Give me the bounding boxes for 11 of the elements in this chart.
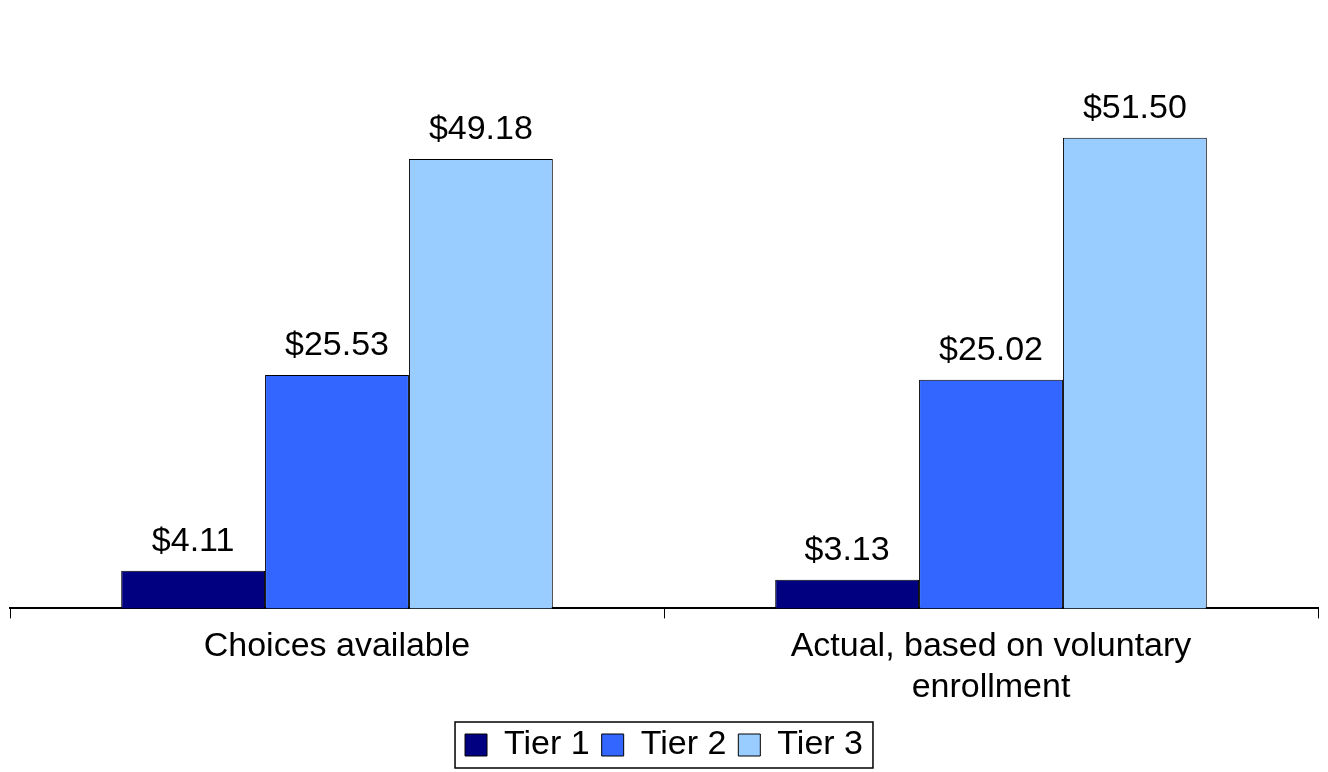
data-label: $25.53 bbox=[285, 324, 389, 363]
legend-label: Tier 2 bbox=[640, 723, 727, 762]
data-label: $3.13 bbox=[804, 529, 890, 568]
x-tick-label: Actual, based on voluntary enrollment bbox=[790, 625, 1192, 704]
data-label: $25.02 bbox=[939, 329, 1043, 368]
x-tick-label: Choices available bbox=[203, 625, 471, 664]
data-label: $49.18 bbox=[428, 108, 533, 147]
data-label: $51.50 bbox=[1082, 87, 1187, 126]
data-label: $4.11 bbox=[151, 520, 235, 559]
legend-label: Tier 1 bbox=[504, 723, 590, 762]
legend-label: Tier 3 bbox=[777, 723, 863, 762]
